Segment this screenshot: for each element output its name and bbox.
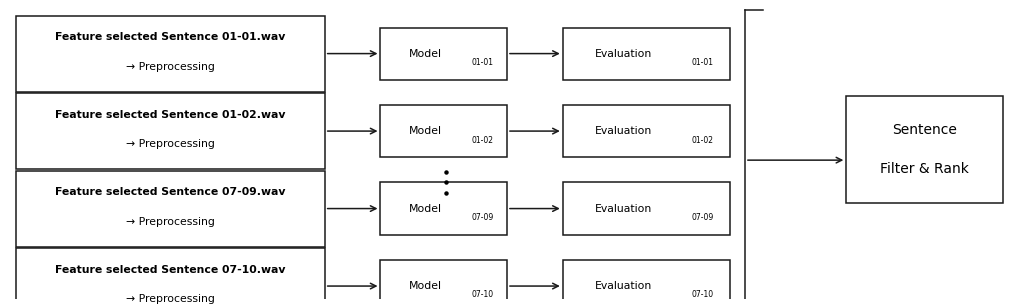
Text: Evaluation: Evaluation [595,203,653,213]
Text: → Preprocessing: → Preprocessing [126,139,215,149]
FancyBboxPatch shape [16,93,324,169]
FancyBboxPatch shape [563,27,730,80]
Text: Feature selected Sentence 01-02.wav: Feature selected Sentence 01-02.wav [55,110,286,120]
Text: 01-01: 01-01 [692,58,713,67]
Text: Feature selected Sentence 01-01.wav: Feature selected Sentence 01-01.wav [55,32,286,42]
Text: Filter & Rank: Filter & Rank [880,162,969,176]
Text: 01-01: 01-01 [472,58,494,67]
Text: 07-10: 07-10 [692,290,714,300]
FancyBboxPatch shape [380,27,507,80]
FancyBboxPatch shape [380,260,507,305]
Text: → Preprocessing: → Preprocessing [126,62,215,72]
Text: Model: Model [409,126,442,136]
Text: Evaluation: Evaluation [595,48,653,59]
FancyBboxPatch shape [16,248,324,305]
Text: Sentence: Sentence [892,123,957,137]
Text: → Preprocessing: → Preprocessing [126,217,215,227]
Text: Model: Model [409,48,442,59]
Text: Feature selected Sentence 07-10.wav: Feature selected Sentence 07-10.wav [55,265,286,275]
Text: Evaluation: Evaluation [595,281,653,291]
Text: 07-09: 07-09 [472,213,494,222]
FancyBboxPatch shape [563,105,730,157]
FancyBboxPatch shape [563,182,730,235]
Text: → Preprocessing: → Preprocessing [126,294,215,304]
Text: 01-02: 01-02 [692,135,713,145]
Text: 07-10: 07-10 [472,290,494,300]
FancyBboxPatch shape [847,96,1003,203]
Text: 07-09: 07-09 [692,213,714,222]
FancyBboxPatch shape [380,105,507,157]
Text: 01-02: 01-02 [472,135,494,145]
Text: Evaluation: Evaluation [595,126,653,136]
Text: Feature selected Sentence 07-09.wav: Feature selected Sentence 07-09.wav [55,187,286,197]
FancyBboxPatch shape [16,16,324,92]
Text: Model: Model [409,203,442,213]
FancyBboxPatch shape [380,182,507,235]
FancyBboxPatch shape [16,170,324,246]
Text: Model: Model [409,281,442,291]
FancyBboxPatch shape [563,260,730,305]
